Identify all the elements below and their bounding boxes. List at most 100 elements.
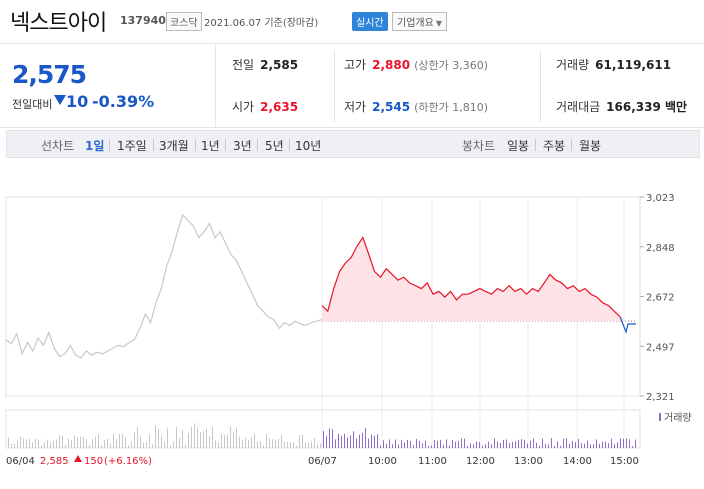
volume-bar (107, 438, 108, 448)
open-value: 2,635 (260, 100, 299, 114)
volume-bar (335, 439, 336, 448)
volume-bar (29, 438, 30, 448)
volume-bar (455, 441, 456, 448)
divider (289, 139, 290, 151)
volume-bar (92, 439, 93, 448)
volume-bar (269, 438, 270, 448)
y-tick-label: 2,321 (646, 392, 675, 403)
x-tick-label: 06/04 (6, 456, 35, 467)
volume-bar (611, 438, 612, 448)
volume-bar (509, 443, 510, 448)
volume-bar (497, 441, 498, 448)
volume-bar (623, 438, 624, 448)
volume-bar (350, 435, 351, 448)
line-chart-label: 선차트 (41, 139, 75, 153)
volume-bar (383, 440, 384, 448)
volume-bar (20, 436, 21, 448)
volume-bar (53, 440, 54, 448)
today-up-line (321, 236, 621, 318)
volume-bar (524, 439, 525, 448)
volume: 거래량 61,119,611 (556, 56, 671, 73)
range-5y[interactable]: 5년 (265, 139, 284, 153)
y-tick-label: 3,023 (646, 193, 675, 204)
volume-bar (536, 442, 537, 448)
candle-monthly[interactable]: 월봉 (579, 139, 602, 153)
volume-bar (590, 444, 591, 448)
volume-bar (521, 439, 522, 448)
company-info-dropdown[interactable]: 기업개요 ▼ (392, 12, 447, 31)
volume-bar (98, 434, 99, 448)
divider (540, 50, 541, 122)
volume-bar (461, 438, 462, 448)
divider (153, 139, 154, 151)
volume-bar (197, 427, 198, 448)
volume-bar (80, 436, 81, 448)
volume-bar (527, 443, 528, 448)
volume-bar (152, 444, 153, 448)
high-value: 2,880 (372, 58, 411, 72)
range-1w[interactable]: 1주일 (117, 139, 147, 153)
volume-bar (74, 435, 75, 448)
volume-bar (422, 443, 423, 448)
volume-bar (272, 439, 273, 448)
volume-bar (533, 438, 534, 448)
volume-bar (560, 445, 561, 448)
volume-bar (491, 444, 492, 448)
volume-bar (245, 437, 246, 448)
volume-bar (128, 445, 129, 448)
volume-bar (56, 439, 57, 448)
volume-bar (233, 431, 234, 448)
range-3m[interactable]: 3개월 (159, 139, 189, 153)
volume-bar (296, 445, 297, 448)
volume-bar (161, 435, 162, 448)
volume-bar (449, 445, 450, 448)
volume-bar (392, 444, 393, 448)
volume-bar (62, 435, 63, 448)
low-price: 저가 2,545 (하한가 1,810) (344, 98, 488, 115)
range-10y[interactable]: 10년 (295, 139, 322, 153)
volume-bar (182, 429, 183, 448)
price-chart[interactable]: 3,023 2,848 2,672 2,497 2,321 06/04 06/07 10:00… (0, 160, 704, 489)
x-tick-label: 06/07 (308, 456, 337, 467)
volume-bar (227, 434, 228, 448)
volume-bar (230, 426, 231, 448)
volume-legend-swatch (659, 413, 661, 421)
prev-day-change-pct: (+6.16%) (104, 456, 152, 467)
volume-bar (635, 439, 636, 448)
volume-bar (443, 444, 444, 448)
y-tick-label: 2,497 (646, 342, 675, 353)
volume-bar (254, 433, 255, 448)
volume-bar (266, 433, 267, 448)
volume-bar (377, 434, 378, 448)
volume-bar (17, 440, 18, 448)
current-price: 2,575 (12, 60, 87, 89)
range-3y[interactable]: 3년 (233, 139, 252, 153)
current-price-box: 2,575 전일대비 10 -0.39% (0, 44, 216, 128)
range-1y[interactable]: 1년 (201, 139, 220, 153)
volume-bar (11, 443, 12, 448)
range-1d[interactable]: 1일 (85, 139, 105, 153)
volume-bar (23, 438, 24, 448)
volume-bar (323, 430, 324, 448)
open-price: 시가 2,635 (232, 98, 298, 115)
volume-bar (431, 445, 432, 448)
as-of-date: 2021.06.07 기준(장마감) (204, 18, 319, 29)
candle-daily[interactable]: 일봉 (507, 139, 530, 153)
volume-bar (194, 423, 195, 448)
volume-bar (347, 437, 348, 448)
down-triangle-icon (54, 95, 66, 105)
realtime-button[interactable]: 실시간 (352, 12, 388, 31)
volume-bar (119, 433, 120, 448)
volume-bar (329, 428, 330, 448)
volume-bar (356, 438, 357, 448)
volume-bar (512, 441, 513, 448)
x-tick-label: 12:00 (466, 456, 495, 467)
volume-bar (155, 425, 156, 448)
y-tick-label: 2,672 (646, 293, 675, 304)
divider (571, 139, 572, 151)
volume-bar (293, 442, 294, 448)
volume-bar (173, 441, 174, 448)
candle-weekly[interactable]: 주봉 (543, 139, 566, 153)
stock-code: 137940 (120, 14, 166, 27)
volume-bar (134, 432, 135, 448)
